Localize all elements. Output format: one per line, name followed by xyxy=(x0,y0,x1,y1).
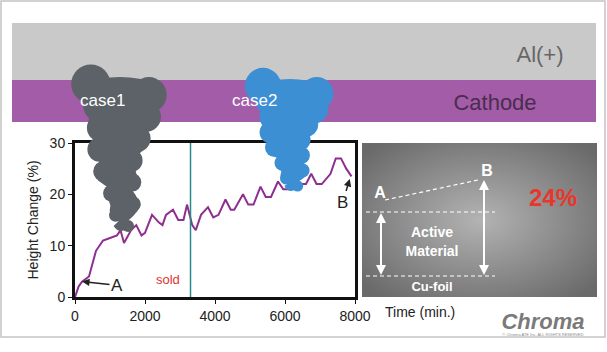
svg-text:B: B xyxy=(481,162,493,179)
svg-text:Height Change (%): Height Change (%) xyxy=(25,160,41,279)
svg-text:10: 10 xyxy=(50,238,66,254)
svg-text:B: B xyxy=(337,193,348,212)
svg-text:8000: 8000 xyxy=(339,308,370,324)
svg-text:6000: 6000 xyxy=(269,308,300,324)
svg-text:0: 0 xyxy=(57,289,65,305)
svg-text:case2: case2 xyxy=(232,91,277,110)
svg-text:4000: 4000 xyxy=(199,308,230,324)
svg-text:24%: 24% xyxy=(529,184,577,211)
svg-text:Material: Material xyxy=(406,243,459,259)
svg-text:© Chroma ATE Inc. ALL RIGHTS R: © Chroma ATE Inc. ALL RIGHTS RESERVED xyxy=(502,332,583,337)
svg-text:case1: case1 xyxy=(80,91,125,110)
svg-text:Chroma: Chroma xyxy=(501,309,584,334)
svg-text:Al(+): Al(+) xyxy=(516,42,563,67)
svg-text:Cu-foil: Cu-foil xyxy=(411,279,452,294)
svg-text:Time (min.): Time (min.) xyxy=(385,304,455,320)
svg-text:20: 20 xyxy=(50,186,66,202)
svg-text:Cathode: Cathode xyxy=(453,90,536,115)
svg-text:0: 0 xyxy=(71,308,79,324)
svg-text:30: 30 xyxy=(50,135,66,151)
svg-text:2000: 2000 xyxy=(129,308,160,324)
svg-text:A: A xyxy=(374,184,386,201)
svg-text:sold: sold xyxy=(156,272,180,287)
svg-text:A: A xyxy=(111,276,123,295)
svg-text:Active: Active xyxy=(411,224,453,240)
